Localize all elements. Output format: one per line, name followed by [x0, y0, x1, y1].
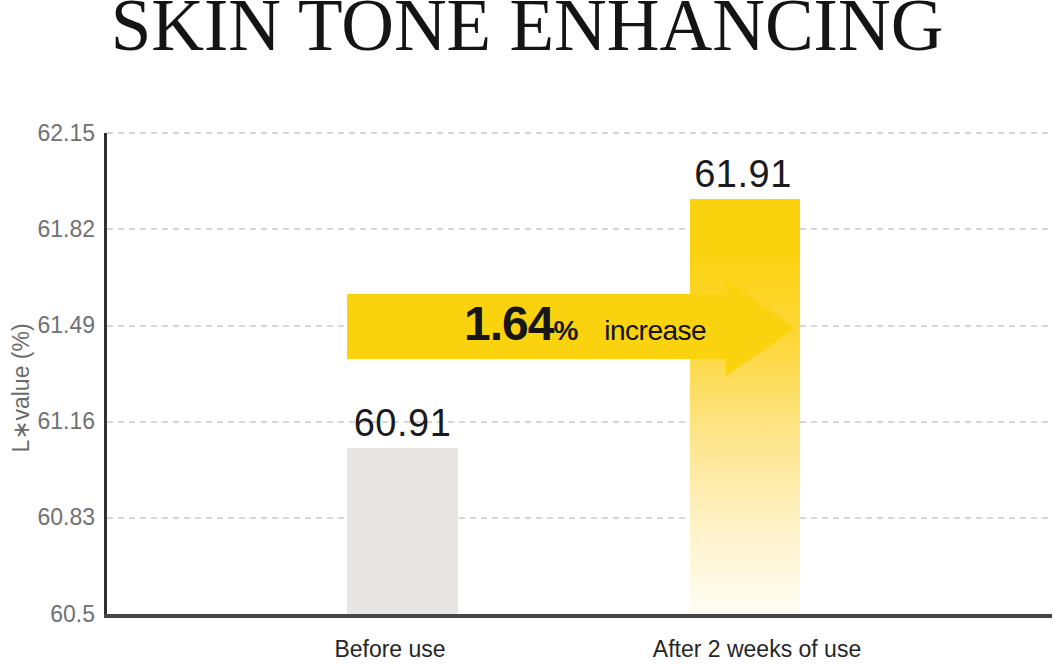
bar-value-before: 60.91	[347, 404, 458, 442]
bar-value-after: 61.91	[688, 155, 798, 193]
bar-after-use	[690, 199, 800, 614]
gridline	[107, 421, 1052, 423]
y-tick-label: 62.15	[0, 120, 95, 146]
page-title: SKIN TONE ENHANCING	[0, 0, 1054, 62]
skin-tone-chart: SKIN TONE ENHANCING 62.15 61.82 61.49 61…	[0, 0, 1054, 666]
increase-annotation: 1.64 % increase	[464, 300, 706, 348]
y-axis-label: L∗value (%)	[8, 323, 35, 452]
gridline	[107, 517, 1052, 519]
gridline	[107, 132, 1052, 134]
x-category-before: Before use	[290, 636, 490, 662]
gridline	[107, 228, 1052, 230]
y-tick-label: 60.83	[0, 504, 95, 530]
y-tick-label: 61.82	[0, 216, 95, 242]
y-tick-label: 60.5	[0, 601, 95, 627]
increase-unit: %	[553, 317, 578, 345]
bar-before-use	[347, 448, 458, 614]
increase-value: 1.64	[464, 300, 553, 348]
x-axis-line	[104, 614, 1052, 618]
x-category-after: After 2 weeks of use	[617, 636, 897, 662]
increase-label: increase	[604, 317, 706, 345]
y-axis-line	[104, 133, 107, 617]
